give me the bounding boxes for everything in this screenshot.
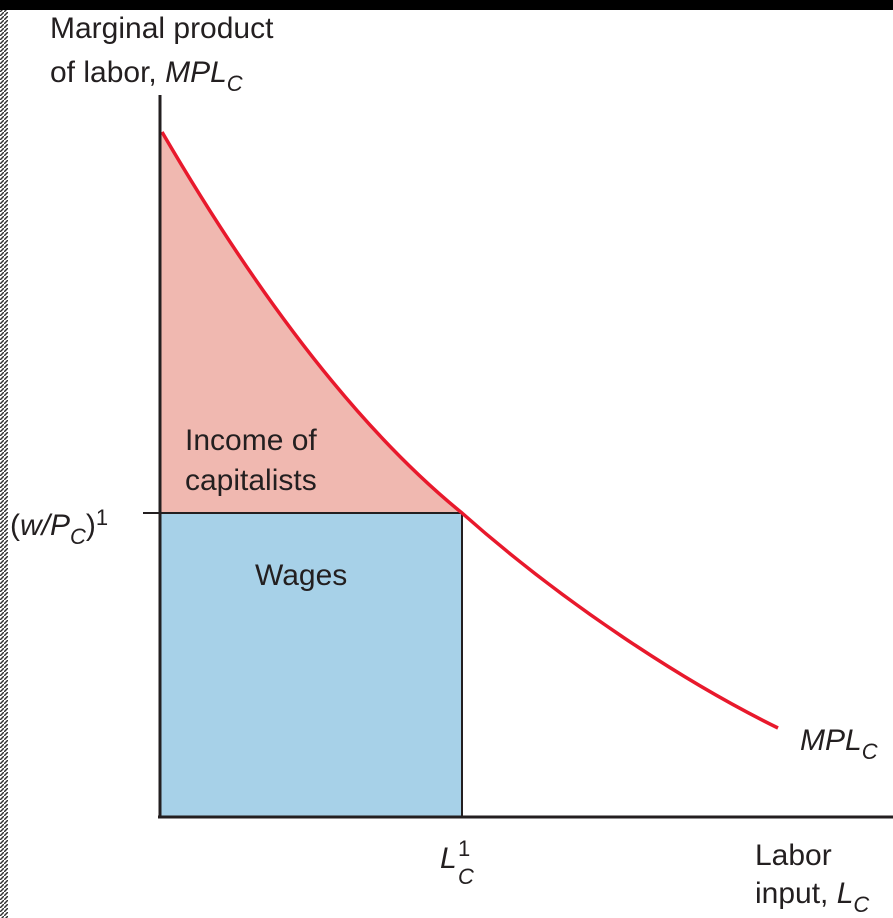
wages-area bbox=[160, 513, 462, 816]
region-label: Wages bbox=[255, 559, 347, 592]
tick-symbol: w/P bbox=[20, 509, 70, 542]
left-edge bbox=[0, 10, 8, 918]
x-tick-label: LC 1 bbox=[440, 836, 474, 889]
region-label: capitalists bbox=[185, 464, 317, 497]
label-symbol: L bbox=[837, 877, 854, 910]
curve-symbol: MPL bbox=[800, 724, 862, 757]
y-tick-label: (w/PC)1 bbox=[10, 505, 108, 549]
label-subscript: C bbox=[853, 892, 869, 917]
y-axis-label: Marginal product bbox=[50, 12, 274, 45]
x-axis-label: Labor bbox=[755, 839, 832, 872]
tick-superscript: 1 bbox=[458, 836, 470, 861]
region-label: Income of bbox=[185, 424, 317, 457]
label-symbol: MPL bbox=[165, 56, 227, 89]
tick-superscript: 1 bbox=[96, 505, 108, 530]
top-bar bbox=[0, 0, 893, 10]
curve-label: MPLC bbox=[800, 724, 878, 764]
tick-text: ( bbox=[10, 509, 20, 542]
tick-text: ) bbox=[86, 509, 96, 542]
x-axis-label: input, LC bbox=[755, 877, 869, 917]
y-axis-label: of labor, MPLC bbox=[50, 56, 243, 96]
label-subscript: C bbox=[227, 71, 243, 96]
curve-subscript: C bbox=[862, 739, 878, 764]
tick-subscript: C bbox=[458, 864, 474, 889]
label-text: of labor, bbox=[50, 56, 165, 89]
label-text: input, bbox=[755, 877, 837, 910]
tick-symbol: L bbox=[440, 842, 457, 875]
mpl-curve bbox=[160, 131, 779, 730]
capital-income-area bbox=[160, 132, 462, 513]
tick-subscript: C bbox=[70, 524, 86, 549]
